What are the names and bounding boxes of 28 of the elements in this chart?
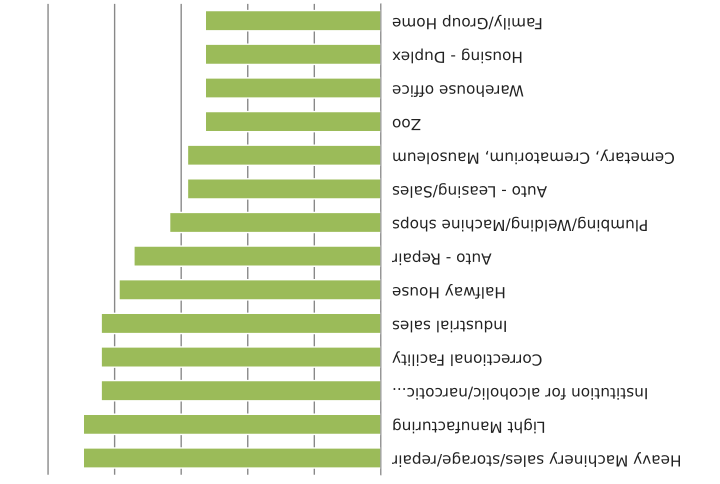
bar [100,380,381,402]
y-tick-label: Auto - Repair [392,250,492,266]
y-tick-label: Family/Group Home [392,14,542,30]
bar [100,346,381,368]
bar [118,279,381,301]
bar [204,110,381,132]
bar [186,144,381,166]
bar [204,44,381,66]
y-tick-label: Housing - Duplex [392,48,522,64]
bar [204,10,381,32]
y-tick-label: Auto - Leasing/Sales [392,183,547,198]
y-tick-label: Heavy Machinery sales/storage/repair [392,452,680,467]
bar [168,212,381,234]
bar [186,178,381,200]
y-tick-label: Plumbing/Welding/Machine shops [392,216,647,232]
y-tick-label: Cemetary, Crematorium, Mausoleum [393,149,674,164]
y-tick-label: Halfway House [392,284,504,299]
y-tick-label: Light Manufacturing [393,418,544,434]
bar [133,245,381,267]
y-tick-label: Correctional Facility [392,351,542,366]
y-tick-label: Zoo [392,118,420,130]
bar [82,414,381,436]
bar [204,77,381,99]
y-tick-label: Institution for alcoholic/narcotic... [394,386,647,400]
bar [82,447,381,469]
y-tick-label: Industrial sales [392,320,506,332]
y-tick-label: Warehouse office [392,85,524,97]
bar [100,312,381,334]
